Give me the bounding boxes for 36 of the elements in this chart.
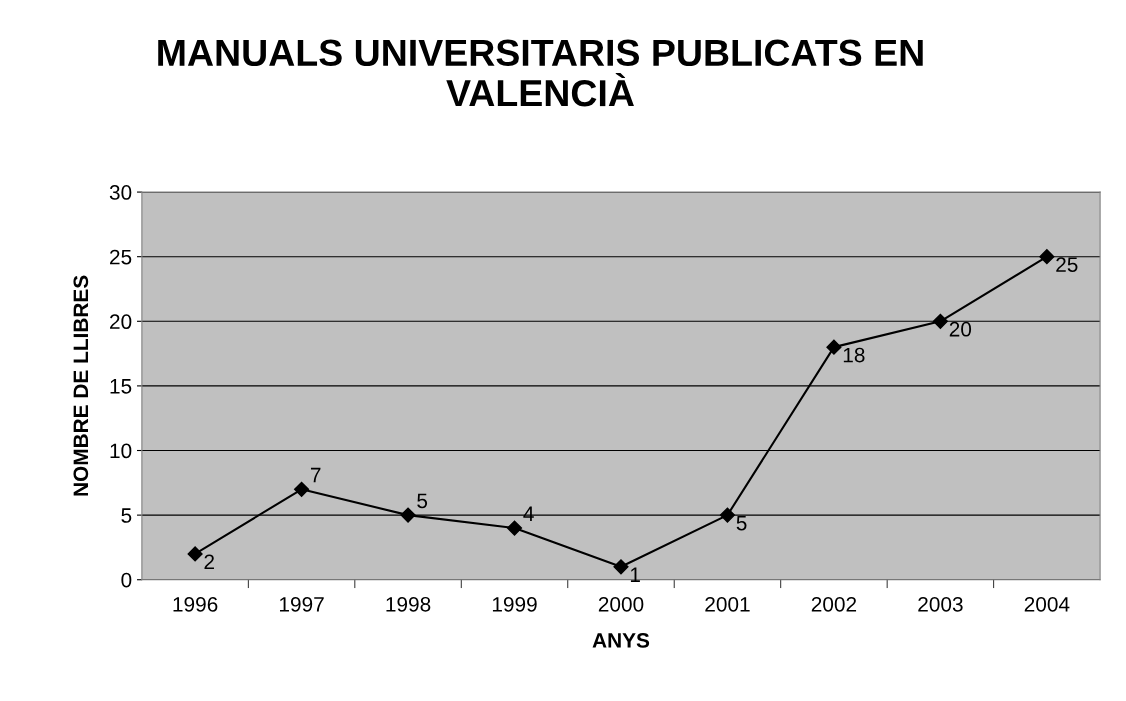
x-axis-title: ANYS <box>592 633 650 648</box>
chart-title: MANUALS UNIVERSITARIS PUBLICATS EN VALENCIÀ <box>158 39 923 107</box>
y-tick-label: 0 <box>121 572 132 588</box>
data-label: 7 <box>310 467 321 483</box>
y-tick-label: 30 <box>109 185 132 200</box>
point <box>506 520 523 536</box>
x-tick-label: 1999 <box>492 596 537 612</box>
y-tick-label: 25 <box>110 249 132 265</box>
x-tick-label: 2004 <box>1024 596 1070 612</box>
x-tick-label: 1998 <box>386 596 431 612</box>
point <box>294 481 310 497</box>
data-label: 1 <box>630 567 640 582</box>
x-tick-label: 2003 <box>918 596 963 612</box>
point <box>826 339 842 355</box>
y-tick-label: 5 <box>121 508 132 523</box>
x-tick-label: 1997 <box>280 596 324 612</box>
x-tick-label: 2001 <box>705 596 750 612</box>
data-label: 18 <box>843 347 865 363</box>
data-label: 5 <box>736 515 747 531</box>
data-label: 2 <box>204 554 214 569</box>
y-tick-label: 15 <box>110 379 132 394</box>
point <box>719 507 736 523</box>
x-tick-label: 1996 <box>173 596 218 612</box>
point <box>400 507 416 523</box>
y-tick-label: 10 <box>110 443 132 459</box>
data-label: 5 <box>417 493 428 509</box>
x-tick-label: 2002 <box>811 596 857 612</box>
x-tick-label: 2000 <box>598 596 644 612</box>
point <box>1039 249 1055 265</box>
y-tick-label: 20 <box>110 314 132 330</box>
data-label: 20 <box>949 321 972 337</box>
y-axis-title: NOMBRE DE LLIBRES <box>73 275 89 496</box>
point <box>187 546 203 562</box>
data-label: 25 <box>1056 257 1078 272</box>
point <box>613 559 629 575</box>
point <box>932 313 948 329</box>
